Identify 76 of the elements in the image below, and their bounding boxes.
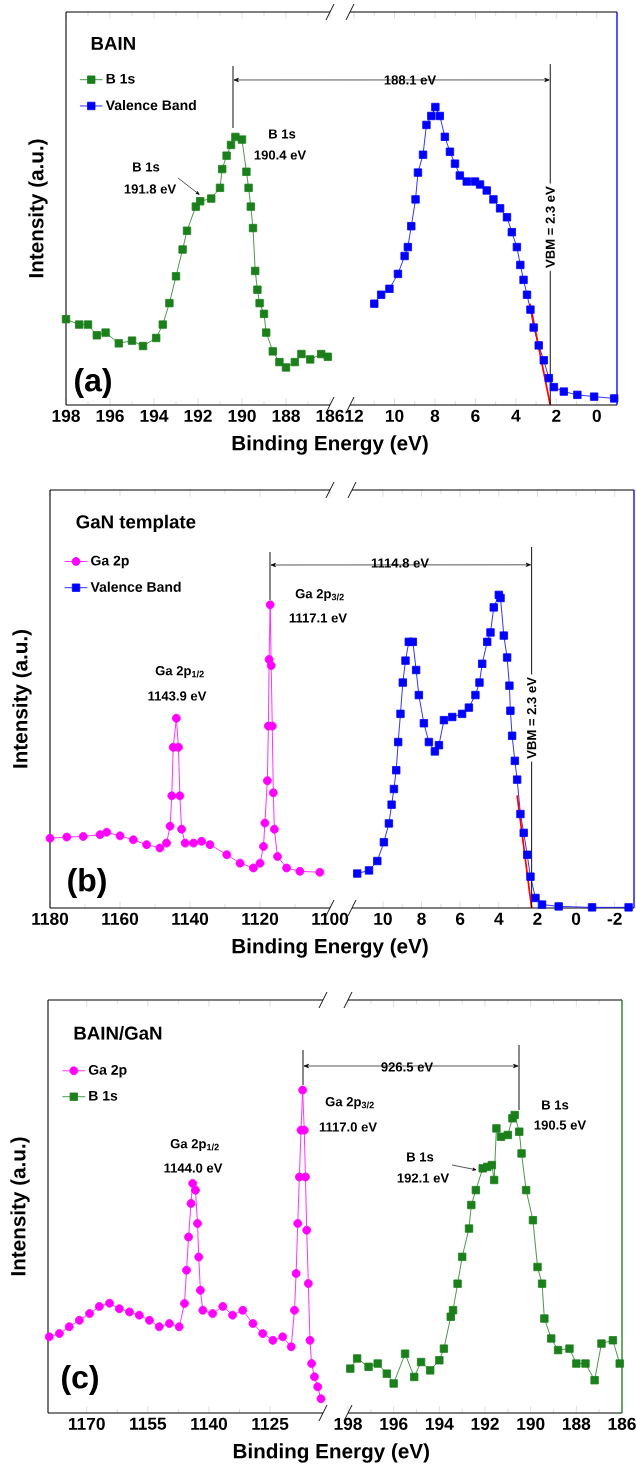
x-tick-label: 1100 bbox=[312, 912, 349, 925]
annotation: (c) bbox=[62, 1365, 98, 1395]
annotation: 192.1 eV bbox=[397, 1173, 450, 1183]
x-tick-label: 1140 bbox=[191, 1417, 228, 1430]
text: B 1s bbox=[542, 1100, 569, 1110]
annotation: 1144.0 eV bbox=[164, 1163, 223, 1173]
x-tick-label: 192 bbox=[471, 1417, 499, 1430]
text: 188.1 eV bbox=[384, 75, 437, 85]
x-tick-label: 0 bbox=[592, 409, 601, 422]
legend-label: B 1s bbox=[106, 73, 135, 84]
annotation: B 1s bbox=[407, 1152, 434, 1162]
x-tick-label: 198 bbox=[334, 1417, 362, 1430]
annotation: 190.5 eV bbox=[534, 1120, 587, 1130]
x-tick-label: 1180 bbox=[32, 912, 69, 925]
x-tick-label: 1155 bbox=[130, 1417, 167, 1430]
annotation: B 1s bbox=[133, 162, 160, 172]
annotation: 191.8 eV bbox=[124, 184, 177, 194]
chart-title: GaN template bbox=[76, 514, 196, 533]
legend-label: Valence Band bbox=[90, 581, 181, 592]
x-tick-label: 2 bbox=[533, 912, 542, 925]
x-tick-label: 190 bbox=[228, 409, 256, 422]
x-tick-label: 1125 bbox=[252, 1417, 289, 1430]
x-tick-label: 4 bbox=[494, 912, 504, 925]
x-tick-label: 188 bbox=[562, 1417, 591, 1430]
annotation: 190.4 eV bbox=[254, 150, 307, 160]
x-tick-label: 196 bbox=[96, 409, 124, 422]
y-axis-title: Intensity (a.u.) bbox=[12, 629, 32, 768]
annotation: (a) bbox=[75, 368, 111, 398]
x-tick-label: 188 bbox=[272, 409, 300, 422]
annotation: Ga 2p$_{1/2}$ bbox=[155, 666, 204, 678]
x-axis-title: Binding Energy (eV) bbox=[233, 1443, 429, 1463]
x-tick-label: 1120 bbox=[242, 912, 279, 925]
x-tick-label: 10 bbox=[385, 409, 404, 422]
x-tick-label: 6 bbox=[455, 912, 465, 925]
ref-line-label: VBM = 2.3 eV bbox=[545, 186, 555, 268]
text: Ga 2p$_{3/2}$ bbox=[295, 589, 344, 601]
x-tick-label: 12 bbox=[345, 409, 363, 422]
chart-title: BAIN/GaN bbox=[74, 1026, 162, 1040]
x-tick-label: 198 bbox=[52, 409, 80, 422]
x-tick-label: 192 bbox=[184, 409, 212, 422]
x-axis-title: Binding Energy (eV) bbox=[232, 938, 428, 958]
y-axis-title: Intensity (a.u.) bbox=[28, 139, 48, 278]
legend-label: Ga 2p bbox=[88, 1064, 127, 1078]
annotation: Ga 2p$_{1/2}$ bbox=[170, 1139, 219, 1151]
x-tick-label: 1140 bbox=[172, 912, 209, 925]
x-tick-label: -2 bbox=[607, 912, 622, 925]
x-tick-label: 196 bbox=[380, 1417, 408, 1430]
x-tick-label: 186 bbox=[316, 409, 344, 422]
x-axis-title: Binding Energy (eV) bbox=[232, 435, 428, 455]
x-tick-label: 1170 bbox=[68, 1417, 105, 1430]
x-tick-label: 1160 bbox=[102, 912, 139, 925]
x-tick-label: 2 bbox=[552, 409, 561, 422]
annotation: 1117.0 eV bbox=[319, 1122, 377, 1132]
chart-title: BAIN bbox=[91, 37, 135, 50]
annotation: 1143.9 eV bbox=[148, 691, 207, 701]
x-tick-label: 190 bbox=[517, 1417, 545, 1430]
x-tick-label: 6 bbox=[471, 409, 480, 422]
legend-label: Valence Band bbox=[105, 99, 196, 111]
x-tick-label: 194 bbox=[140, 409, 169, 422]
annotation: 1117.1 eV bbox=[289, 613, 347, 623]
x-tick-label: 194 bbox=[425, 1417, 454, 1430]
annotation: B 1s bbox=[269, 129, 296, 139]
text: 926.5 eV bbox=[381, 1062, 434, 1072]
legend-label: B 1s bbox=[89, 1090, 118, 1101]
legend-label: Ga 2p bbox=[91, 555, 129, 569]
annotation: (b) bbox=[68, 868, 106, 898]
x-tick-label: 4 bbox=[511, 409, 521, 422]
x-tick-label: 8 bbox=[417, 912, 426, 925]
x-tick-label: 8 bbox=[430, 409, 440, 422]
x-tick-label: 0 bbox=[571, 912, 581, 925]
text: 1114.8 eV bbox=[371, 558, 429, 568]
text: Ga 2p$_{3/2}$ bbox=[325, 1097, 374, 1109]
y-axis-title: Intensity (a.u.) bbox=[10, 1137, 30, 1276]
x-tick-label: 10 bbox=[374, 912, 392, 925]
ref-line-label: VBM = 2.3 eV bbox=[527, 677, 537, 759]
x-tick-label: 186 bbox=[608, 1417, 636, 1430]
